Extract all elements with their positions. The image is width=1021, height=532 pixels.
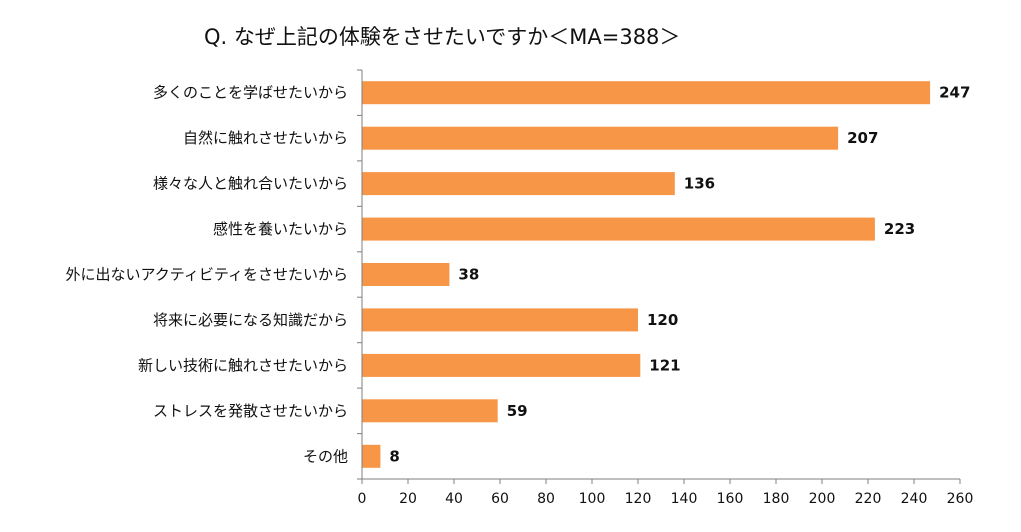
category-label-8: その他	[303, 447, 348, 465]
bar-2	[362, 172, 675, 196]
x-tick-label-6: 120	[625, 491, 652, 507]
chart-title: Q. なぜ上記の体験をさせたいですか＜MA=388＞	[204, 25, 680, 49]
x-tick-label-5: 100	[579, 491, 606, 507]
plot-area: 多くのことを学ばせたいから 247 自然に触れさせたいから 207 様々な人と触れ合いた…	[66, 69, 974, 507]
category-label-6: 新しい技術に触れさせたいから	[138, 356, 348, 374]
bar-7	[362, 399, 498, 423]
bar-4	[362, 263, 450, 286]
x-tick-label-3: 60	[491, 491, 509, 507]
value-label-0: 247	[939, 84, 970, 102]
x-tick-label-13: 260	[947, 491, 974, 507]
category-label-5: 将来に必要になる知識だから	[153, 311, 348, 329]
bar-8	[362, 444, 381, 468]
bar-6	[362, 353, 641, 377]
x-tick-label-1: 20	[399, 491, 417, 507]
x-tick-label-10: 200	[809, 491, 836, 507]
value-label-3: 223	[884, 220, 915, 238]
x-tick-label-4: 80	[537, 491, 555, 507]
bar-0	[362, 81, 931, 105]
category-label-2: 様々な人と触れ合いたいから	[153, 175, 348, 193]
value-label-1: 207	[847, 129, 878, 147]
x-tick-label-8: 160	[717, 491, 744, 507]
category-label-4: 外に出ないアクティビティをさせたいから	[66, 266, 348, 284]
value-label-4: 38	[458, 266, 479, 284]
category-label-7: ストレスを発散させたいから	[153, 402, 348, 420]
category-label-0: 多くのことを学ばせたいから	[153, 84, 348, 102]
x-tick-label-11: 220	[855, 491, 882, 507]
x-tick-label-12: 240	[901, 491, 928, 507]
value-label-7: 59	[507, 402, 528, 420]
category-label-3: 感性を養いたいから	[213, 220, 348, 238]
bar-1	[362, 126, 839, 150]
x-tick-label-9: 180	[763, 491, 790, 507]
bar-5	[362, 308, 638, 332]
value-label-8: 8	[389, 447, 399, 465]
bar-3	[362, 217, 875, 241]
value-label-6: 121	[649, 356, 680, 374]
value-label-2: 136	[684, 175, 715, 193]
x-tick-label-2: 40	[445, 491, 463, 507]
x-tick-label-7: 140	[671, 491, 698, 507]
value-label-5: 120	[647, 311, 678, 329]
category-label-1: 自然に触れさせたいから	[183, 129, 348, 147]
x-tick-label-0: 0	[358, 491, 367, 507]
